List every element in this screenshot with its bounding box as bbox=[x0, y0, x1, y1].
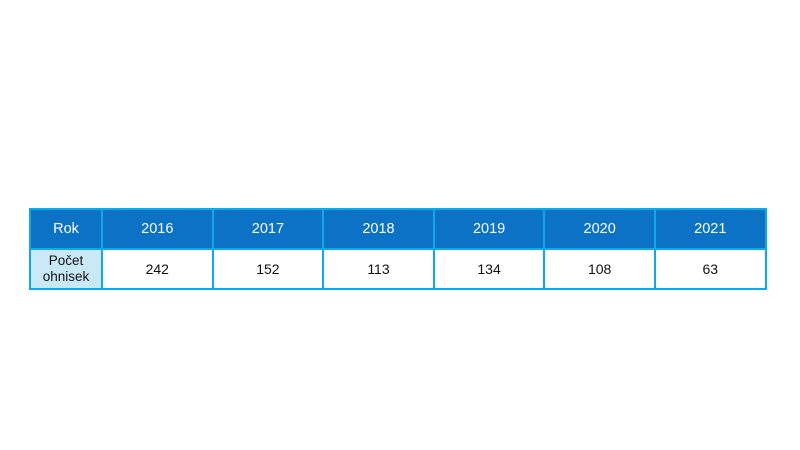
value-cell-2020: 108 bbox=[543, 248, 656, 290]
value-cell-2016: 242 bbox=[101, 248, 214, 290]
value-cell-2018: 113 bbox=[322, 248, 435, 290]
year-cell-2020: 2020 bbox=[543, 208, 656, 250]
value-cell-2017: 152 bbox=[211, 248, 325, 290]
table-header-row: Rok 2016 2017 2018 2019 2020 2021 bbox=[29, 208, 767, 250]
row-label-cell: Počet ohnisek bbox=[29, 248, 103, 290]
row-label-line-2: ohnisek bbox=[42, 269, 90, 284]
table-value-row: Počet ohnisek 242 152 113 134 108 63 bbox=[29, 248, 767, 290]
year-cell-2018: 2018 bbox=[322, 208, 435, 250]
row-label-line-1: Počet bbox=[48, 253, 84, 268]
value-cell-2021: 63 bbox=[653, 248, 767, 290]
value-cell-2019: 134 bbox=[432, 248, 546, 290]
year-cell-2019: 2019 bbox=[432, 208, 546, 250]
data-table-container: Rok 2016 2017 2018 2019 2020 2021 Počet … bbox=[29, 208, 767, 290]
year-cell-2021: 2021 bbox=[653, 208, 767, 250]
year-cell-2016: 2016 bbox=[101, 208, 214, 250]
year-cell-2017: 2017 bbox=[211, 208, 325, 250]
outbreaks-table: Rok 2016 2017 2018 2019 2020 2021 Počet … bbox=[29, 208, 767, 290]
header-label-cell: Rok bbox=[29, 208, 103, 250]
